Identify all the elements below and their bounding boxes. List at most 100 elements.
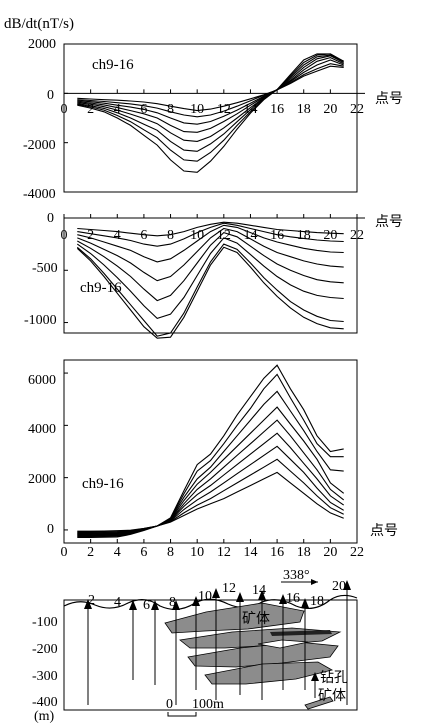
p3-series-line-4	[77, 432, 345, 535]
p1-ytick-minus2000: -2000	[23, 138, 56, 153]
p1-ytick-minus4000: -4000	[23, 187, 56, 202]
p2-xtick-label: 16	[270, 228, 284, 243]
drill-arrow	[279, 594, 287, 604]
p2-series-line-8	[76, 246, 344, 339]
p2-xtick-label: 4	[114, 228, 121, 243]
drill-arrow	[129, 600, 137, 610]
drill-holes	[84, 580, 351, 705]
geological-section: 2 4 6 8 10 12 14 16 18 20 338° -100 -200…	[32, 568, 358, 724]
p2-xtick-label: 22	[350, 228, 364, 243]
p1-xtick-label: 10	[190, 102, 204, 117]
p3-series-line-8	[77, 373, 344, 538]
drill-arrow	[212, 588, 220, 598]
p1-xtick-label: 22	[350, 102, 364, 117]
p1-xtick-label: 20	[323, 102, 337, 117]
depth-unit: (m)	[34, 709, 55, 724]
p1-series-group	[77, 53, 344, 173]
legend-drill-label: 钻孔	[320, 670, 348, 686]
p1-series-line-1	[77, 65, 344, 112]
ground-surface-line	[63, 594, 358, 610]
p1-xtick-label: 0	[61, 102, 68, 117]
section-point-16: 16	[286, 591, 300, 606]
p2-series-line-3	[77, 224, 344, 263]
panel-3: 6000 4000 2000 0 ch9-16 点号 0 2 4 6 8 10 12 14 16…	[28, 359, 398, 560]
p3-series-line-1	[77, 471, 344, 532]
drill-arrow	[151, 600, 159, 610]
drill-arrow	[236, 592, 244, 602]
y-axis-label: dB/dt(nT/s)	[4, 16, 74, 32]
drill-arrow	[84, 599, 92, 609]
section-frame	[63, 599, 358, 711]
azimuth-label: 338°	[283, 568, 310, 583]
p2-xtick-label: 6	[140, 228, 147, 243]
drill-arrow	[258, 590, 266, 600]
p2-ytick-minus500: -500	[32, 261, 58, 276]
p2-xtick-label: 20	[323, 228, 337, 243]
p2-series-line-5	[77, 231, 344, 302]
p1-xtick-label: 2	[87, 102, 94, 117]
legend-ore-label: 矿体	[318, 688, 346, 704]
p2-series-group	[76, 221, 344, 339]
depth-tick-300: -300	[32, 669, 58, 684]
panel-2-frame	[63, 217, 358, 334]
drill-arrow	[343, 580, 351, 590]
ore-vein	[270, 630, 332, 636]
p1-xtick-label: 16	[270, 102, 284, 117]
p3-ytick-0: 0	[47, 522, 54, 537]
p1-series-line-3	[77, 59, 344, 125]
scale-label: 100m	[192, 697, 224, 712]
p3-xtick-label: 6	[140, 545, 147, 560]
drill-arrow	[172, 600, 180, 610]
p2-series-line-4	[77, 227, 344, 282]
p1-xtick-label: 4	[114, 102, 121, 117]
p2-panel-label: ch9-16	[80, 280, 122, 296]
p2-series-line-1	[77, 221, 344, 237]
depth-tick-100: -100	[32, 615, 58, 630]
p3-xtick-label: 4	[114, 545, 121, 560]
p1-panel-label: ch9-16	[92, 57, 134, 73]
p3-series-group: 0 2 4 6 8 10 12 14 16 18 20 22	[61, 364, 364, 560]
ore-bodies	[164, 602, 342, 685]
panel-1: dB/dt(nT/s) 2000 0 -2000 -4000 ch9-16 点号…	[4, 16, 403, 202]
drill-arrow	[192, 596, 200, 606]
p2-xtick-label: 12	[217, 228, 231, 243]
section-point-14: 14	[252, 583, 266, 598]
section-point-10: 10	[198, 589, 212, 604]
depth-tick-200: -200	[32, 642, 58, 657]
p1-series-line-8	[77, 53, 344, 173]
panel-1-frame	[63, 43, 358, 193]
p3-panel-label: ch9-16	[82, 476, 124, 492]
p1-series-line-5	[77, 55, 344, 142]
p1-xtick-label: 8	[167, 102, 174, 117]
section-point-2: 2	[88, 593, 95, 608]
section-point-6: 6	[143, 598, 150, 613]
p2-x-axis-label: 点号	[375, 214, 403, 230]
p3-xtick-label: 22	[350, 545, 364, 560]
legend-ore-swatch	[304, 696, 334, 710]
p2-series-line-6	[76, 237, 344, 320]
p2-series-line-2	[77, 222, 344, 247]
panel-3-frame	[63, 359, 358, 544]
ore-body-1	[164, 602, 305, 634]
p1-xtick-label: 18	[297, 102, 311, 117]
section-point-20: 20	[332, 579, 346, 594]
p3-xtick-label: 10	[190, 545, 204, 560]
p3-xtick-label: 18	[297, 545, 311, 560]
section-point-4: 4	[114, 595, 121, 610]
p3-series-line-7	[77, 390, 344, 537]
p3-ytick-4000: 4000	[28, 422, 56, 437]
p3-series-line-6	[77, 406, 345, 536]
p3-xtick-label: 8	[167, 545, 174, 560]
p3-series-line-9	[77, 364, 344, 539]
p1-series-line-6	[77, 54, 344, 152]
p3-xtick-label: 0	[61, 545, 68, 560]
p2-xtick-label: 18	[297, 228, 311, 243]
legend-drill-arrow	[311, 672, 319, 681]
p1-ytick-2000: 2000	[28, 37, 56, 52]
p3-ytick-2000: 2000	[28, 472, 56, 487]
p1-series-line-4	[77, 57, 344, 133]
p3-xtick-label: 16	[270, 545, 284, 560]
section-point-12: 12	[222, 581, 236, 596]
p1-series-line-2	[77, 63, 344, 118]
